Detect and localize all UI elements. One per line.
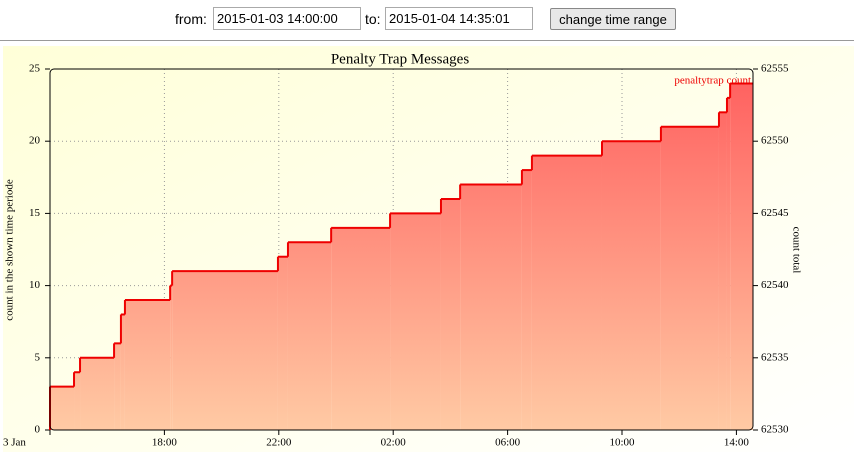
area-segment (730, 83, 753, 430)
area-segment (718, 112, 727, 430)
area-segment (120, 314, 125, 430)
from-label: from: (175, 11, 207, 27)
area-segment (74, 372, 81, 430)
area-segment (277, 256, 288, 430)
x-tick-label: 14:00 (724, 437, 750, 449)
y2-tick-label: 62550 (761, 135, 789, 147)
area-segment (331, 227, 391, 430)
area-segment (460, 184, 522, 430)
chart-title: Penalty Trap Messages (331, 51, 469, 67)
area-segment (50, 386, 75, 430)
area-segment (660, 126, 719, 430)
x-tick-label: 3 Jan (3, 437, 26, 449)
area-segment (114, 343, 121, 430)
x-tick-label: 06:00 (495, 437, 521, 449)
area-segment (521, 170, 532, 430)
x-tick-label: 02:00 (381, 437, 407, 449)
area-segment (601, 141, 661, 430)
y-tick-label: 5 (35, 351, 41, 363)
y2-tick-label: 62530 (761, 424, 789, 436)
y-tick-label: 0 (35, 424, 41, 436)
y2-tick-label: 62540 (761, 279, 789, 291)
y2-tick-label: 62555 (761, 63, 789, 75)
area-segment (80, 357, 115, 430)
area-segment (531, 155, 602, 430)
y2-axis-label: count total (790, 227, 802, 274)
y-tick-label: 20 (29, 135, 41, 147)
to-input[interactable] (385, 7, 533, 30)
y-tick-label: 25 (29, 63, 41, 75)
change-range-button[interactable]: change time range (550, 8, 676, 30)
area-segment (172, 271, 278, 430)
y2-tick-label: 62535 (761, 351, 789, 363)
x-tick-label: 18:00 (152, 437, 178, 449)
area-segment (287, 242, 332, 430)
plot-frame (49, 68, 754, 431)
x-tick-label: 10:00 (609, 437, 635, 449)
y-tick-label: 10 (29, 279, 41, 291)
x-tick-label: 22:00 (266, 437, 292, 449)
area-segment (726, 97, 731, 430)
area-segment (124, 300, 171, 430)
from-input[interactable] (213, 7, 361, 30)
chart: Penalty Trap Messages count in the shown… (3, 46, 854, 452)
to-label: to: (365, 11, 381, 27)
y-tick-label: 15 (29, 207, 41, 219)
legend-entry: penaltytrap count (674, 75, 751, 87)
time-range-form: from: to: change time range (0, 0, 854, 41)
area-segment (440, 198, 461, 430)
area-segment (170, 285, 173, 430)
y2-tick-label: 62545 (761, 207, 789, 219)
area-segment (390, 213, 441, 430)
y-axis-label: count in the shown time periode (4, 179, 16, 321)
